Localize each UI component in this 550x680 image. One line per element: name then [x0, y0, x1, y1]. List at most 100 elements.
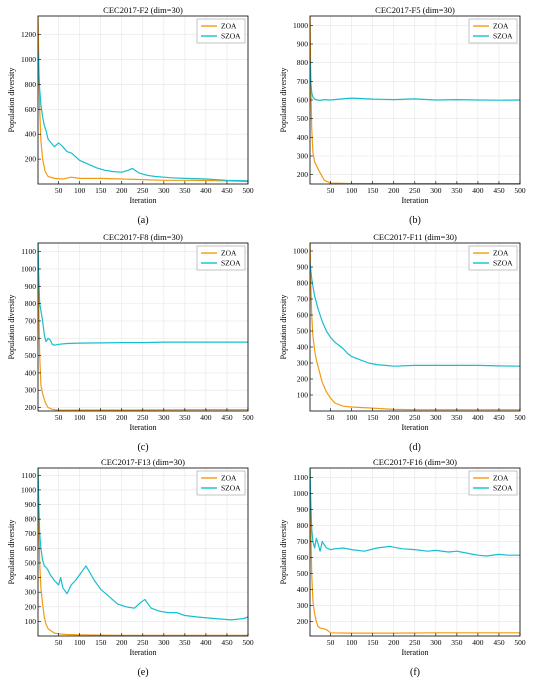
x-tick-label: 350	[451, 186, 463, 195]
y-tick-label: 1000	[21, 485, 36, 494]
x-tick-label: 400	[200, 638, 212, 647]
x-tick-label: 400	[200, 413, 212, 422]
y-tick-label: 400	[25, 573, 37, 582]
x-tick-label: 200	[116, 413, 128, 422]
x-tick-label: 50	[55, 413, 63, 422]
x-axis-label: Iteration	[401, 648, 428, 657]
y-tick-label: 100	[297, 391, 309, 400]
x-tick-label: 500	[514, 638, 526, 647]
series-line-zoa	[38, 469, 248, 636]
legend-label: ZOA	[493, 249, 509, 258]
x-axis-label: Iteration	[401, 423, 428, 432]
x-tick-label: 250	[137, 413, 149, 422]
y-tick-label: 800	[297, 521, 309, 530]
series-line-szoa	[38, 49, 248, 182]
y-tick-label: 500	[25, 351, 37, 360]
x-tick-label: 300	[158, 186, 170, 195]
series-line-szoa	[38, 468, 248, 621]
x-tick-label: 350	[179, 638, 191, 647]
legend-label: ZOA	[221, 249, 237, 258]
y-tick-label: 400	[297, 585, 309, 594]
x-tick-label: 450	[493, 413, 505, 422]
x-tick-label: 500	[514, 413, 526, 422]
legend-label: SZOA	[493, 32, 513, 41]
x-tick-label: 150	[95, 638, 107, 647]
y-tick-label: 300	[297, 359, 309, 368]
series-line-zoa	[38, 243, 248, 411]
y-tick-label: 600	[25, 334, 37, 343]
x-tick-label: 250	[137, 638, 149, 647]
x-tick-label: 450	[493, 638, 505, 647]
y-tick-label: 1000	[293, 247, 308, 256]
y-tick-label: 1000	[293, 21, 308, 30]
x-tick-label: 300	[158, 413, 170, 422]
y-tick-label: 300	[25, 588, 37, 597]
x-tick-label: 350	[179, 186, 191, 195]
y-tick-label: 800	[297, 279, 309, 288]
y-tick-label: 500	[297, 327, 309, 336]
y-tick-label: 600	[297, 96, 309, 105]
legend-box	[468, 18, 518, 44]
x-tick-label: 400	[472, 638, 484, 647]
panel-label: (e)	[137, 667, 148, 678]
y-tick-label: 200	[25, 155, 37, 164]
x-tick-label: 100	[346, 186, 358, 195]
y-tick-label: 900	[25, 500, 37, 509]
x-tick-label: 200	[388, 413, 400, 422]
y-axis-label: Population diversity	[279, 295, 288, 360]
x-tick-label: 150	[367, 638, 379, 647]
series-line-szoa	[310, 57, 520, 102]
series-group	[38, 243, 248, 411]
x-tick-label: 100	[346, 638, 358, 647]
y-axis-label: Population diversity	[279, 68, 288, 133]
x-tick-label: 50	[327, 638, 335, 647]
series-group	[38, 468, 248, 636]
y-tick-label: 200	[25, 403, 37, 412]
panel-label: (b)	[409, 215, 421, 226]
y-tick-label: 700	[25, 529, 37, 538]
x-tick-label: 150	[367, 186, 379, 195]
x-tick-label: 50	[55, 638, 63, 647]
x-tick-label: 500	[242, 638, 254, 647]
x-tick-label: 50	[55, 186, 63, 195]
series-line-zoa	[310, 243, 520, 411]
legend-label: ZOA	[493, 22, 509, 31]
legend-label: ZOA	[221, 22, 237, 31]
legend-box	[196, 470, 246, 496]
x-tick-label: 300	[430, 186, 442, 195]
legend-label: ZOA	[493, 474, 509, 483]
x-tick-label: 250	[409, 186, 421, 195]
y-tick-label: 400	[25, 130, 37, 139]
series-group	[38, 17, 248, 183]
y-tick-label: 700	[25, 316, 37, 325]
series-line-zoa	[310, 468, 520, 634]
y-tick-label: 800	[297, 58, 309, 67]
x-tick-label: 100	[74, 638, 86, 647]
x-axis-label: Iteration	[401, 196, 428, 205]
x-tick-label: 150	[95, 413, 107, 422]
y-tick-label: 600	[297, 311, 309, 320]
legend-box	[468, 245, 518, 271]
y-tick-label: 900	[297, 40, 309, 49]
legend-label: SZOA	[221, 484, 241, 493]
panel-2: 50 100 150 200 250 300 350 400 450 500 200 300 400 50…	[279, 5, 526, 226]
x-tick-label: 50	[327, 413, 335, 422]
y-tick-label: 1100	[293, 473, 308, 482]
x-tick-label: 300	[430, 413, 442, 422]
legend-label: SZOA	[493, 484, 513, 493]
x-tick-label: 100	[74, 186, 86, 195]
y-tick-label: 300	[297, 601, 309, 610]
x-tick-label: 150	[95, 186, 107, 195]
x-tick-label: 450	[221, 413, 233, 422]
y-tick-label: 1200	[21, 30, 36, 39]
panel-label: (d)	[409, 442, 421, 453]
panel-5: 50 100 150 200 250 300 350 400 450 500 100 200 300 40…	[7, 457, 254, 678]
panel-3: 50 100 150 200 250 300 350 400 450 500 200 300 400 50…	[7, 232, 254, 453]
series-line-szoa	[310, 468, 520, 557]
chart-title: CEC2017-F13 (dim=30)	[101, 457, 185, 467]
y-tick-label: 200	[25, 602, 37, 611]
